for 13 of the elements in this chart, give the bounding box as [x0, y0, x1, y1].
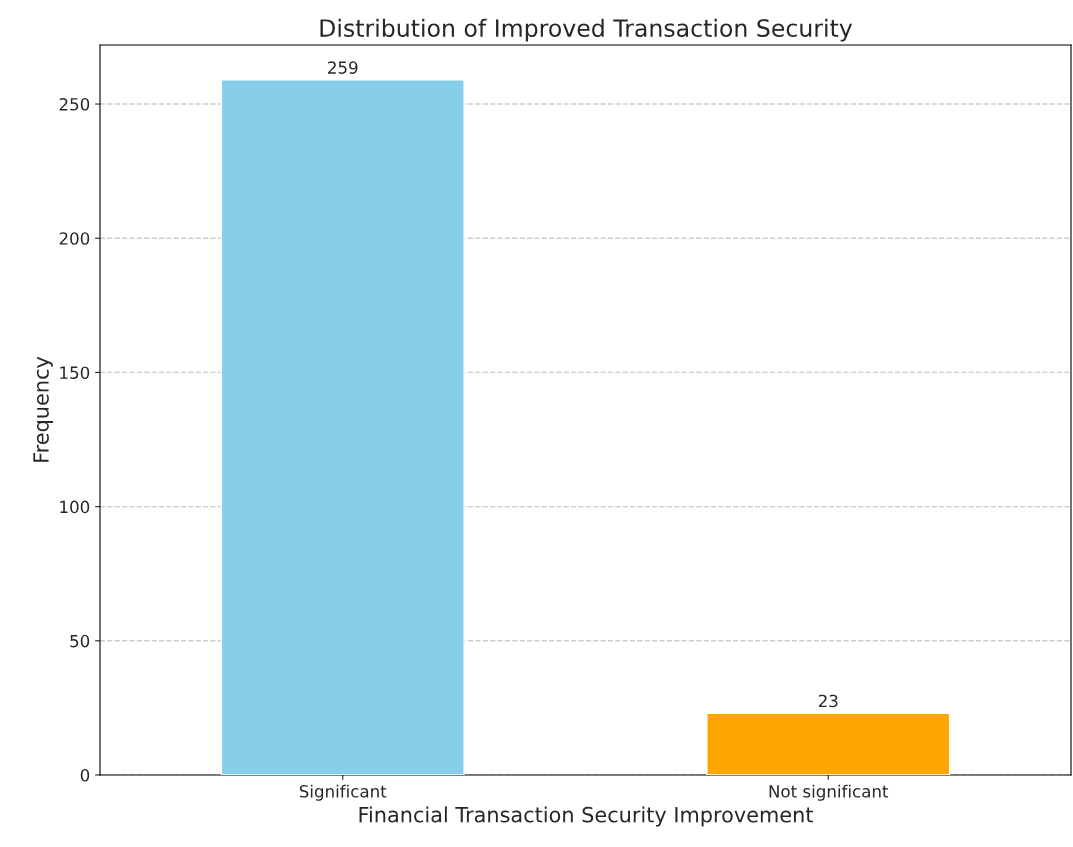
y-tick-label: 0 — [80, 768, 90, 782]
chart-title: Distribution of Improved Transaction Security — [320, 18, 853, 42]
y-tick-label: 250 — [59, 98, 90, 111]
x-axis-title: Financial Transaction Security Improvement — [359, 806, 813, 827]
y-axis-title: Frequency — [33, 356, 53, 462]
y-tick-label: 150 — [60, 366, 90, 379]
x-tick-label: Significant — [299, 784, 387, 801]
data-label: 259 — [328, 61, 358, 74]
y-tick-label: 50 — [70, 634, 90, 648]
y-tick-label: 100 — [60, 500, 90, 514]
y-tick-label: 200 — [59, 232, 90, 245]
data-label: 23 — [818, 694, 838, 708]
x-tick-label: Not significant — [769, 784, 889, 801]
